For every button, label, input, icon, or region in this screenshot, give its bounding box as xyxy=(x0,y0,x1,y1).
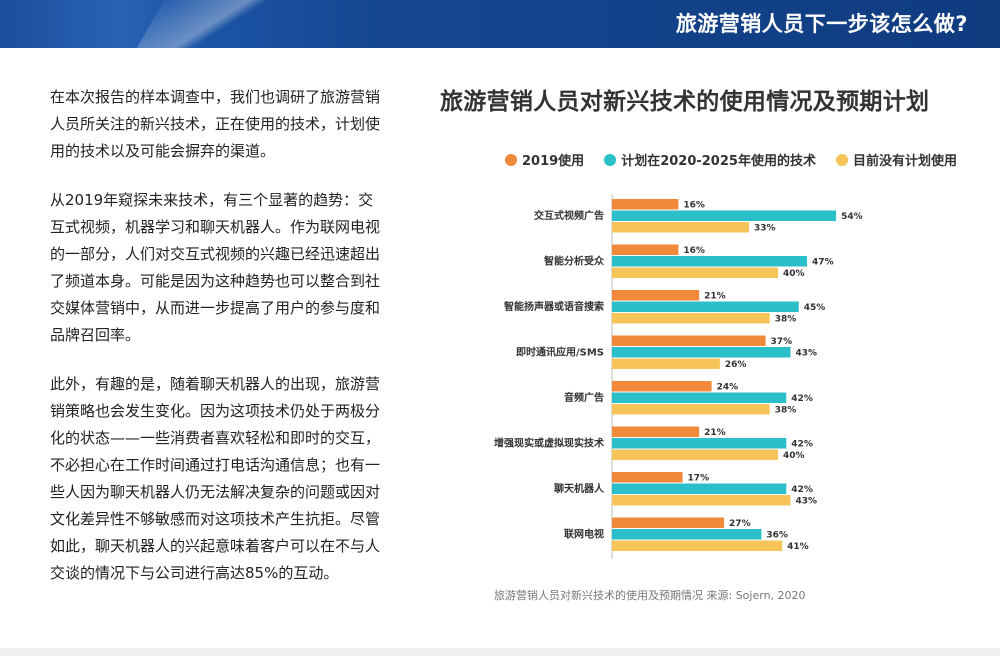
bar-value-label: 27% xyxy=(729,519,751,529)
category-label: 增强现实或虚拟现实技术 xyxy=(494,436,604,449)
category-label: 交互式视频广告 xyxy=(534,209,604,222)
intro-text: 在本次报告的样本调查中，我们也调研了旅游营销 人员所关注的新兴技术，正在使用的技… xyxy=(50,84,400,609)
bar-value-label: 21% xyxy=(704,428,726,438)
banner-decoration xyxy=(129,0,291,48)
bar-value-label: 45% xyxy=(804,303,826,313)
legend-dot-2019 xyxy=(505,153,517,166)
bar-value-label: 54% xyxy=(841,212,863,222)
bar xyxy=(612,483,787,494)
bar-value-label: 24% xyxy=(717,383,739,393)
bar xyxy=(612,256,808,267)
source-note: 旅游营销人员对新兴技术的使用及预期情况 来源: Sojern, 2020 xyxy=(494,589,806,602)
bar xyxy=(612,267,778,278)
bar-value-label: 47% xyxy=(812,258,834,268)
bar-value-label: 33% xyxy=(754,224,776,234)
bar xyxy=(612,244,679,255)
page-title: 旅游营销人员下一步该怎么做? xyxy=(675,12,968,36)
bar-value-label: 37% xyxy=(771,337,793,347)
category-label: 联网电视 xyxy=(564,527,604,540)
legend-item-none: 目前没有计划使用 xyxy=(835,150,957,169)
bar xyxy=(612,222,749,233)
bar xyxy=(612,472,683,483)
bar-value-label: 42% xyxy=(791,440,813,450)
bar-value-label: 40% xyxy=(783,451,805,461)
bar xyxy=(612,495,791,506)
legend-item-plan: 计划在2020-2025年使用的技术 xyxy=(604,150,816,169)
bar xyxy=(612,381,712,392)
category-label: 智能分析受众 xyxy=(544,254,605,267)
bar xyxy=(612,392,787,403)
bottom-divider xyxy=(0,648,1000,656)
intro-paragraph-2: 从2019年窥探未来技术，有三个显著的趋势：交 互式视频，机器学习和聊天机器人。… xyxy=(50,191,381,344)
bar xyxy=(612,426,700,437)
legend-label-plan: 计划在2020-2025年使用的技术 xyxy=(621,154,816,169)
bar xyxy=(612,290,700,301)
category-label: 智能扬声器或语音搜索 xyxy=(504,300,604,313)
bar xyxy=(612,529,762,540)
bar xyxy=(612,517,725,528)
intro-paragraph-1: 在本次报告的样本调查中，我们也调研了旅游营销 人员所关注的新兴技术，正在使用的技… xyxy=(50,88,381,160)
bar-value-label: 21% xyxy=(704,292,726,302)
bar-value-label: 26% xyxy=(725,360,747,370)
chart-title: 旅游营销人员对新兴技术的使用情况及预期计划 xyxy=(440,89,930,115)
bar-value-label: 38% xyxy=(775,315,797,325)
bar xyxy=(612,335,766,346)
bar xyxy=(612,438,787,449)
bar xyxy=(612,404,770,415)
category-label: 音频广告 xyxy=(564,391,604,404)
bar xyxy=(612,358,720,369)
bar-value-label: 43% xyxy=(795,497,817,507)
bar-value-label: 16% xyxy=(683,201,705,211)
bar-value-label: 40% xyxy=(783,269,805,279)
bar xyxy=(612,313,770,324)
bar-value-label: 43% xyxy=(795,349,817,359)
bar-value-label: 38% xyxy=(775,406,797,416)
bar xyxy=(612,540,783,551)
bar-value-label: 41% xyxy=(787,542,809,552)
bar xyxy=(612,199,679,210)
chart-legend: 2019使用 计划在2020-2025年使用的技术 目前没有计划使用 xyxy=(505,150,957,169)
legend-label-none: 目前没有计划使用 xyxy=(852,154,957,169)
bar xyxy=(612,301,799,312)
bar-value-label: 16% xyxy=(683,246,705,256)
bar xyxy=(612,210,837,221)
top-banner: 旅游营销人员下一步该怎么做? xyxy=(0,0,1000,48)
intro-paragraph-3: 此外，有趣的是，随着聊天机器人的出现，旅游营 销策略也会发生变化。因为这项技术仍… xyxy=(50,375,381,582)
bar-chart: 交互式视频广告 16% 54% 33% 智能分析受众 16% 47% 40% 智能扬声器或语音搜… xyxy=(494,194,863,559)
category-label: 即时通讯应用/SMS xyxy=(516,345,604,358)
bar xyxy=(612,449,778,460)
legend-item-2019: 2019使用 xyxy=(505,150,584,169)
bar-value-label: 42% xyxy=(791,485,813,495)
legend-dot-none xyxy=(835,153,848,166)
bar-value-label: 17% xyxy=(688,474,710,484)
legend-dot-plan xyxy=(604,153,617,166)
bar-value-label: 36% xyxy=(766,531,788,541)
bar xyxy=(612,347,791,358)
bar-value-label: 42% xyxy=(791,394,813,404)
category-label: 聊天机器人 xyxy=(554,482,605,495)
legend-label-2019: 2019使用 xyxy=(522,154,585,169)
